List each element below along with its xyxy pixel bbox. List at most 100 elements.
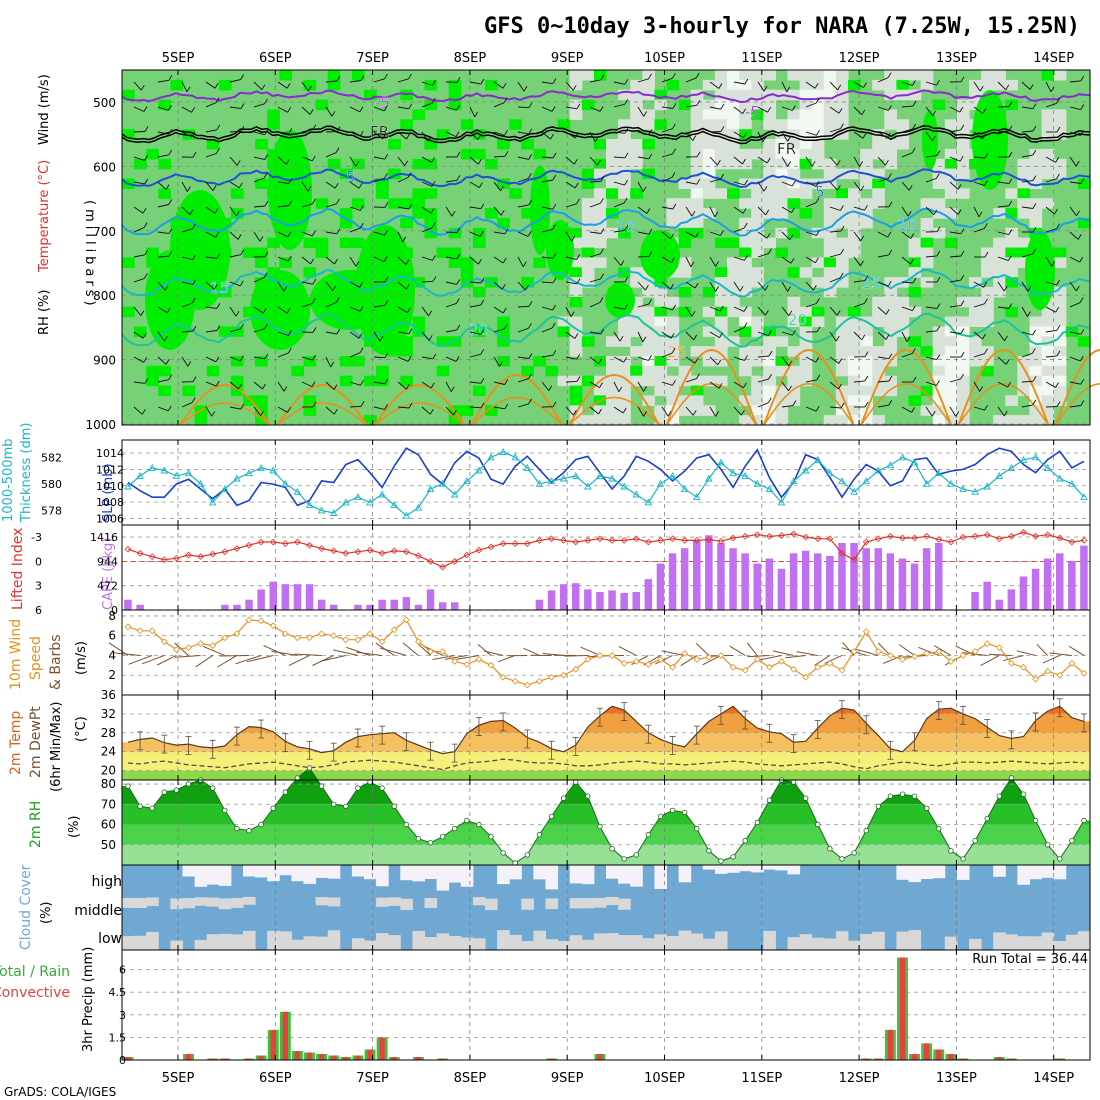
upper-wind-barb <box>661 406 669 417</box>
rh-field-cell <box>739 257 752 268</box>
rh-moist-blob <box>268 130 312 250</box>
rh-field-cell <box>835 365 849 377</box>
rh-field-cell <box>787 296 801 308</box>
rh-field-cell <box>593 208 607 219</box>
rh-field-cell <box>593 257 607 268</box>
rh2m-point <box>1032 817 1039 824</box>
upper-wind-barb <box>805 379 817 383</box>
rh2m-point <box>718 858 724 864</box>
rh-field-cell <box>896 79 910 91</box>
rh-field-cell <box>690 119 704 130</box>
wind-speed-point <box>463 661 471 668</box>
upper-wind-barb <box>589 253 601 258</box>
rh-field-cell <box>303 296 317 308</box>
rh-field-cell <box>739 247 752 258</box>
upper-wind-barb <box>949 181 959 190</box>
upper-wind-barb-flag <box>862 133 867 139</box>
lifted-index-point <box>983 531 991 539</box>
cloud-high-clear <box>400 865 413 881</box>
rh-field-cell <box>606 336 619 347</box>
upper-wind-barb <box>1069 405 1081 408</box>
cape-bar <box>898 558 907 610</box>
upper-wind-barb-flag <box>624 303 629 310</box>
upper-wind-barb <box>925 81 937 86</box>
upper-wind-barb <box>973 206 980 218</box>
rh-field-cell <box>787 89 801 101</box>
rh-field-cell <box>920 70 934 81</box>
cloud-low-gap <box>1041 932 1055 950</box>
upper-wind-barb <box>1045 228 1057 233</box>
upper-wind-barb-flag <box>600 74 605 81</box>
rh-field-cell <box>1053 129 1067 140</box>
cloud-low-gap <box>848 940 861 950</box>
rh-field-cell <box>739 70 752 81</box>
thickness-point <box>596 471 604 479</box>
cloud-low-gap <box>194 939 208 950</box>
wind10-barb <box>883 655 903 664</box>
upper-wind-barb-flag <box>863 82 867 88</box>
cloud-high-clear <box>545 865 559 890</box>
upper-wind-barb <box>517 131 529 135</box>
upper-wind-barb-flag <box>671 347 676 354</box>
upper-wind-barb-flag <box>456 77 461 83</box>
upper-wind-barb-flag <box>910 233 915 239</box>
cloud-low-gap <box>908 930 922 950</box>
rh-field-cell <box>787 316 801 327</box>
upper-wind-barb <box>949 255 962 258</box>
upper-wind-barb <box>733 81 745 85</box>
rh-field-cell <box>424 139 438 150</box>
upper-wind-barb <box>469 231 481 237</box>
upper-wind-barb <box>1069 356 1081 362</box>
cape-bar <box>801 550 810 610</box>
upper-wind-barb-flag <box>142 332 147 339</box>
upper-wind-barb <box>877 231 889 238</box>
upper-wind-barb <box>781 331 793 336</box>
upper-wind-barb-flag <box>192 223 196 230</box>
rh-field-cell <box>981 365 994 377</box>
upper-wind-barb <box>205 406 213 417</box>
rh-field-cell <box>327 70 341 81</box>
lifted-index-point <box>294 538 301 546</box>
rh-field-cell <box>775 415 789 426</box>
rh-field-cell <box>472 237 486 249</box>
wind-speed-point <box>705 654 713 661</box>
wind-speed-point <box>354 636 362 644</box>
rh-field-cell <box>521 277 534 288</box>
rh-field-cell <box>799 109 813 120</box>
upper-wind-barb <box>949 279 961 283</box>
wind-speed-point <box>402 616 410 624</box>
upper-wind-barb-flag <box>815 356 820 363</box>
rh-field-cell <box>884 336 897 347</box>
wind10-barb <box>523 647 540 656</box>
upper-wind-barb <box>445 302 457 308</box>
upper-wind-barb-flag <box>140 310 145 316</box>
upper-wind-barb-flag <box>187 361 192 367</box>
rh-field-cell <box>315 247 329 258</box>
upper-wind-barb-flag <box>214 207 219 214</box>
rh2m-point <box>669 807 676 814</box>
upper-wind-barb-flag <box>648 298 652 305</box>
thickness-point <box>850 487 858 495</box>
upper-wind-barb-flag <box>236 210 240 217</box>
upper-wind-barb <box>445 329 457 333</box>
upper-wind-barb <box>181 106 192 113</box>
rh-field-cell <box>424 227 438 239</box>
precip-convective-bar <box>960 1058 966 1060</box>
upper-wind-barb-flag <box>838 358 843 364</box>
upper-wind-barb <box>493 328 505 333</box>
rh2m-point <box>682 809 688 816</box>
precip-convective-bar <box>125 1057 131 1060</box>
rh-field-cell <box>727 139 740 150</box>
upper-wind-barb-flag <box>429 408 434 415</box>
temp-contour-label: FR <box>777 140 796 158</box>
upper-wind-barb-flag <box>480 277 485 284</box>
cloud-low-gap <box>678 930 692 950</box>
precip-convective-bar <box>1057 1058 1063 1060</box>
cape-bar <box>789 553 798 610</box>
upper-wind-barb <box>637 131 649 135</box>
upper-wind-barb-flag <box>427 136 432 142</box>
temp-contour-30 <box>860 382 952 426</box>
upper-wind-barb-flag <box>478 258 482 265</box>
rh-field-cell <box>751 405 764 416</box>
upper-wind-barb <box>493 231 505 235</box>
